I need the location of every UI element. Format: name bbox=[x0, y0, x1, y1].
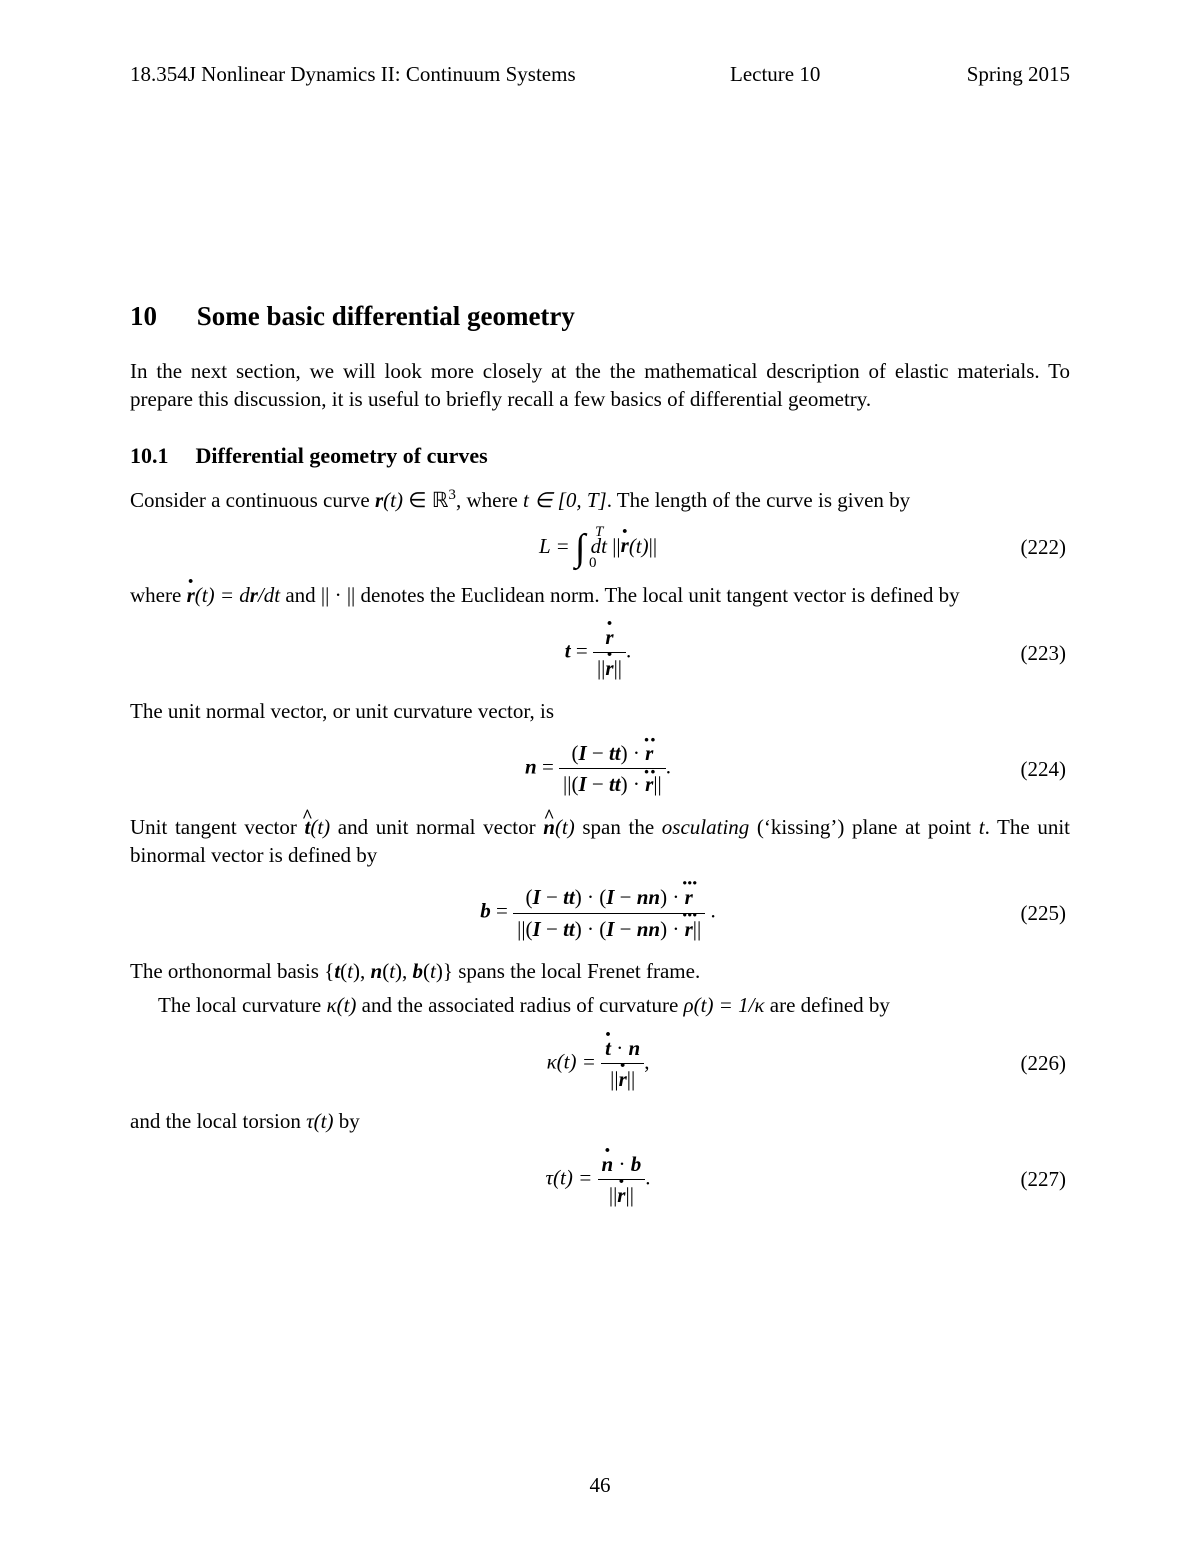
eq-kappa: κ(t) = bbox=[547, 1049, 602, 1073]
eqnum-223: (223) bbox=[1021, 641, 1067, 665]
header-course: 18.354J Nonlinear Dynamics II: Continuum… bbox=[130, 60, 730, 88]
math-that: t bbox=[305, 813, 311, 841]
p6b: and the associated radius of curvature bbox=[356, 993, 683, 1017]
eq227-body: τ(t) = n · b ||r|| . bbox=[546, 1150, 651, 1210]
p2b: and || · || denotes the Euclidean norm. … bbox=[280, 583, 959, 607]
eq-t: t bbox=[565, 639, 571, 663]
p4-em: osculating bbox=[662, 815, 750, 839]
eqnum-225: (225) bbox=[1021, 901, 1067, 925]
math-nhat: n bbox=[543, 813, 555, 841]
p6a: The local curvature bbox=[158, 993, 327, 1017]
p6c: are defined by bbox=[765, 993, 890, 1017]
paragraph-5: The orthonormal basis {t(t), n(t), b(t)}… bbox=[130, 957, 1070, 985]
page-number: 46 bbox=[0, 1471, 1200, 1499]
integral-icon: ∫T0 bbox=[575, 529, 585, 567]
eq-L: L = bbox=[539, 533, 575, 557]
eqnum-227: (227) bbox=[1021, 1167, 1067, 1191]
math-kappa-t: κ(t) bbox=[327, 993, 357, 1017]
p5a: The orthonormal basis bbox=[130, 959, 324, 983]
equation-223: t = r ||r|| . (223) bbox=[130, 623, 1070, 683]
subsection-title: Differential geometry of curves bbox=[196, 443, 488, 468]
subsection-heading: 10.1 Differential geometry of curves bbox=[130, 441, 1070, 471]
eq225-body: b = (I − tt) · (I − nn) · r ||(I − tt) ·… bbox=[480, 883, 715, 943]
header-lecture: Lecture 10 bbox=[730, 60, 910, 88]
math-rho-t: ρ(t) = 1/κ bbox=[684, 993, 765, 1017]
eq-n: n bbox=[525, 755, 537, 779]
equation-222: L = ∫T0 dt ||r(t)|| (222) bbox=[130, 529, 1070, 567]
running-header: 18.354J Nonlinear Dynamics II: Continuum… bbox=[130, 60, 1070, 88]
paragraph-4: Unit tangent vector t(t) and unit normal… bbox=[130, 813, 1070, 870]
paragraph-7: and the local torsion τ(t) by bbox=[130, 1107, 1070, 1135]
eq226-body: κ(t) = t · n ||r|| , bbox=[547, 1034, 650, 1094]
p4c: span the bbox=[575, 815, 662, 839]
eqnum-224: (224) bbox=[1021, 757, 1067, 781]
p4d: (‘kissing’) plane at point bbox=[749, 815, 978, 839]
p5b: spans the local Frenet frame. bbox=[453, 959, 700, 983]
math-t-in: t ∈ [0, T] bbox=[523, 488, 607, 512]
eq222-body: L = ∫T0 dt ||r(t)|| bbox=[539, 529, 657, 567]
math-r: r bbox=[375, 488, 383, 512]
paragraph-2: where r(t) = dr/dt and || · || denotes t… bbox=[130, 581, 1070, 609]
equation-226: κ(t) = t · n ||r|| , (226) bbox=[130, 1034, 1070, 1094]
p7b: by bbox=[333, 1109, 359, 1133]
rdot-b: /dt bbox=[258, 583, 280, 607]
p7a: and the local torsion bbox=[130, 1109, 306, 1133]
p4b: and unit normal vector bbox=[330, 815, 543, 839]
section-number: 10 bbox=[130, 298, 190, 334]
paragraph-6: The local curvature κ(t) and the associa… bbox=[130, 991, 1070, 1019]
math-inR3: ∈ ℝ bbox=[403, 488, 448, 512]
section-heading: 10 Some basic differential geometry bbox=[130, 298, 1070, 334]
equation-224: n = (I − tt) · r ||(I − tt) · r|| . (224… bbox=[130, 739, 1070, 799]
paragraph-3: The unit normal vector, or unit curvatur… bbox=[130, 697, 1070, 725]
p2a: where bbox=[130, 583, 187, 607]
eq223-body: t = r ||r|| . bbox=[565, 623, 631, 683]
equation-225: b = (I − tt) · (I − nn) · r ||(I − tt) ·… bbox=[130, 883, 1070, 943]
section-title: Some basic differential geometry bbox=[197, 301, 575, 331]
paragraph-1: Consider a continuous curve r(t) ∈ ℝ3, w… bbox=[130, 485, 1070, 514]
header-term: Spring 2015 bbox=[910, 60, 1070, 88]
equation-227: τ(t) = n · b ||r|| . (227) bbox=[130, 1150, 1070, 1210]
p1b: , where bbox=[456, 488, 523, 512]
page: 18.354J Nonlinear Dynamics II: Continuum… bbox=[0, 0, 1200, 1553]
subsection-number: 10.1 bbox=[130, 441, 190, 471]
eq-b: b bbox=[480, 899, 491, 923]
eq-tau: τ(t) = bbox=[546, 1165, 598, 1189]
p4a: Unit tangent vector bbox=[130, 815, 305, 839]
math-basis: {t(t), n(t), b(t)} bbox=[324, 959, 453, 983]
p1a: Consider a continuous curve bbox=[130, 488, 375, 512]
rdot-a: (t) = d bbox=[195, 583, 250, 607]
eqnum-226: (226) bbox=[1021, 1051, 1067, 1075]
eqnum-222: (222) bbox=[1021, 535, 1067, 559]
math-tau-t: τ(t) bbox=[306, 1109, 333, 1133]
p1c: . The length of the curve is given by bbox=[607, 488, 910, 512]
section-intro: In the next section, we will look more c… bbox=[130, 357, 1070, 414]
eq224-body: n = (I − tt) · r ||(I − tt) · r|| . bbox=[525, 739, 671, 799]
